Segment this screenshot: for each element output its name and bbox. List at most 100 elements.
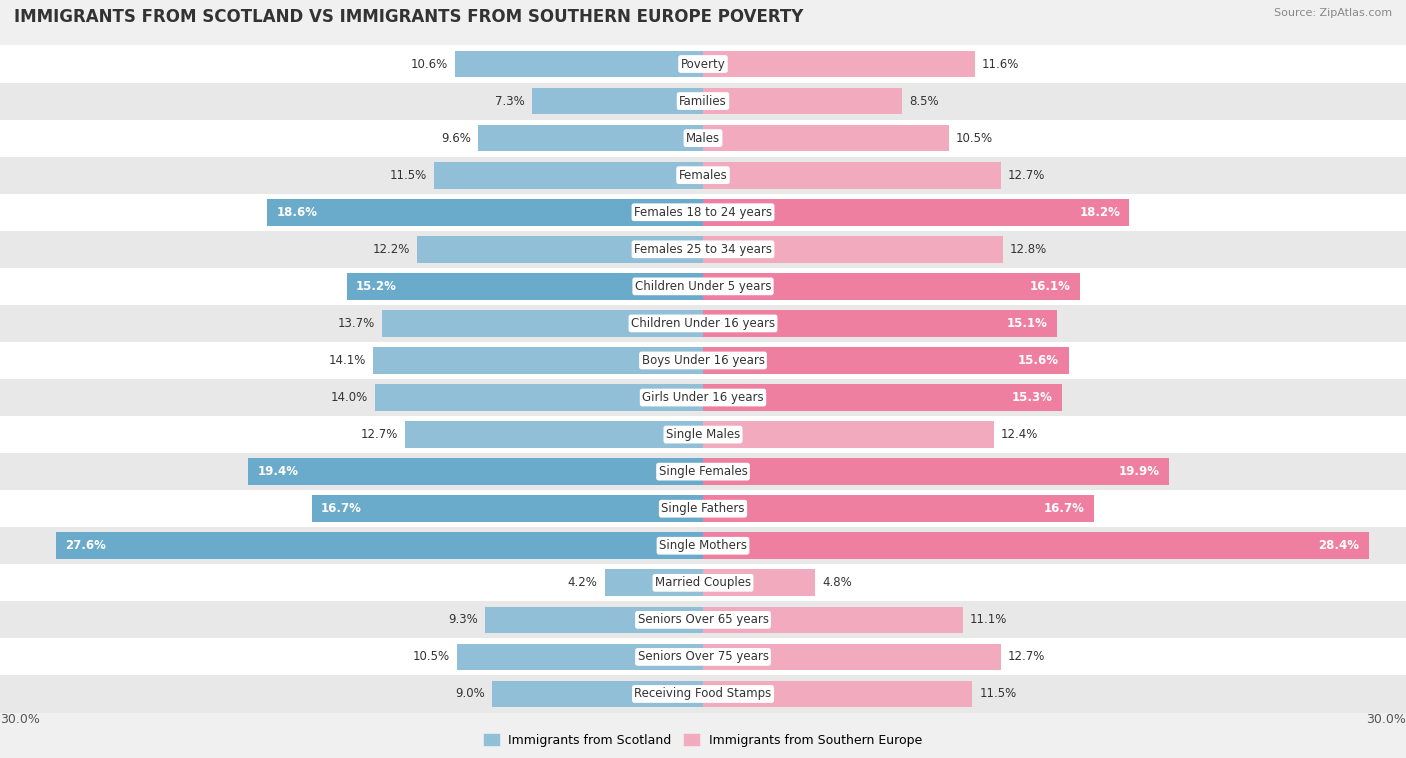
Bar <box>605 569 703 596</box>
Text: Source: ZipAtlas.com: Source: ZipAtlas.com <box>1274 8 1392 17</box>
Text: 14.0%: 14.0% <box>330 391 368 404</box>
Bar <box>478 125 703 152</box>
Bar <box>0 528 1406 564</box>
Bar <box>703 199 1129 226</box>
Text: Poverty: Poverty <box>681 58 725 70</box>
Bar <box>0 416 1406 453</box>
Bar <box>0 157 1406 194</box>
Bar <box>0 194 1406 230</box>
Text: 10.5%: 10.5% <box>956 132 993 145</box>
Bar <box>703 569 815 596</box>
Bar <box>0 83 1406 120</box>
Bar <box>0 230 1406 268</box>
Text: Seniors Over 75 years: Seniors Over 75 years <box>637 650 769 663</box>
Bar <box>703 421 994 448</box>
Bar <box>0 564 1406 601</box>
Bar <box>703 681 973 707</box>
Text: 11.5%: 11.5% <box>389 169 426 182</box>
Bar <box>0 342 1406 379</box>
Bar <box>492 681 703 707</box>
Text: 30.0%: 30.0% <box>0 713 39 726</box>
Bar <box>249 459 703 485</box>
Text: 15.6%: 15.6% <box>1018 354 1059 367</box>
Bar <box>703 236 1002 262</box>
Bar <box>703 459 1170 485</box>
Text: 16.1%: 16.1% <box>1031 280 1071 293</box>
Bar <box>703 347 1069 374</box>
Bar <box>703 384 1062 411</box>
Text: 12.8%: 12.8% <box>1010 243 1047 255</box>
Bar <box>457 644 703 670</box>
Bar <box>433 162 703 189</box>
Text: 30.0%: 30.0% <box>1367 713 1406 726</box>
Text: 18.6%: 18.6% <box>277 205 318 219</box>
Bar <box>347 273 703 299</box>
Text: 12.7%: 12.7% <box>1008 169 1045 182</box>
Text: 12.4%: 12.4% <box>1001 428 1038 441</box>
Bar <box>405 421 703 448</box>
Bar <box>267 199 703 226</box>
Bar <box>454 51 703 77</box>
Bar <box>703 532 1368 559</box>
Bar <box>0 601 1406 638</box>
Bar <box>418 236 703 262</box>
Bar <box>0 45 1406 83</box>
Text: 9.0%: 9.0% <box>456 688 485 700</box>
Bar <box>0 379 1406 416</box>
Bar <box>703 88 903 114</box>
Bar <box>703 606 963 633</box>
Text: Single Females: Single Females <box>658 465 748 478</box>
Text: Boys Under 16 years: Boys Under 16 years <box>641 354 765 367</box>
Text: Single Males: Single Males <box>666 428 740 441</box>
Bar <box>703 51 974 77</box>
Text: IMMIGRANTS FROM SCOTLAND VS IMMIGRANTS FROM SOUTHERN EUROPE POVERTY: IMMIGRANTS FROM SCOTLAND VS IMMIGRANTS F… <box>14 8 803 26</box>
Text: 15.2%: 15.2% <box>356 280 396 293</box>
Bar <box>703 644 1001 670</box>
Bar <box>703 162 1001 189</box>
Text: 18.2%: 18.2% <box>1080 205 1121 219</box>
Text: 12.7%: 12.7% <box>361 428 398 441</box>
Text: 13.7%: 13.7% <box>337 317 375 330</box>
Text: 15.3%: 15.3% <box>1011 391 1052 404</box>
Bar <box>0 675 1406 713</box>
Text: Females 25 to 34 years: Females 25 to 34 years <box>634 243 772 255</box>
Bar <box>0 305 1406 342</box>
Text: Receiving Food Stamps: Receiving Food Stamps <box>634 688 772 700</box>
Bar <box>0 268 1406 305</box>
Text: 9.3%: 9.3% <box>449 613 478 626</box>
Text: Girls Under 16 years: Girls Under 16 years <box>643 391 763 404</box>
Text: 15.1%: 15.1% <box>1007 317 1047 330</box>
Bar <box>703 125 949 152</box>
Text: 11.1%: 11.1% <box>970 613 1008 626</box>
Text: Seniors Over 65 years: Seniors Over 65 years <box>637 613 769 626</box>
Text: Single Mothers: Single Mothers <box>659 539 747 553</box>
Text: 19.4%: 19.4% <box>257 465 298 478</box>
Bar <box>375 384 703 411</box>
Text: 12.2%: 12.2% <box>373 243 411 255</box>
Bar <box>485 606 703 633</box>
Text: 16.7%: 16.7% <box>1045 503 1085 515</box>
Bar <box>0 490 1406 528</box>
Bar <box>0 638 1406 675</box>
Text: 8.5%: 8.5% <box>910 95 939 108</box>
Text: Single Fathers: Single Fathers <box>661 503 745 515</box>
Legend: Immigrants from Scotland, Immigrants from Southern Europe: Immigrants from Scotland, Immigrants fro… <box>478 728 928 752</box>
Text: 10.5%: 10.5% <box>413 650 450 663</box>
Text: 4.2%: 4.2% <box>568 576 598 589</box>
Text: 12.7%: 12.7% <box>1008 650 1045 663</box>
Text: Children Under 5 years: Children Under 5 years <box>634 280 772 293</box>
Text: Females 18 to 24 years: Females 18 to 24 years <box>634 205 772 219</box>
Bar <box>56 532 703 559</box>
Bar <box>531 88 703 114</box>
Bar <box>373 347 703 374</box>
Text: 27.6%: 27.6% <box>66 539 107 553</box>
Text: 16.7%: 16.7% <box>321 503 361 515</box>
Text: Families: Families <box>679 95 727 108</box>
Bar <box>382 310 703 337</box>
Text: 10.6%: 10.6% <box>411 58 447 70</box>
Text: 11.6%: 11.6% <box>981 58 1019 70</box>
Bar <box>0 453 1406 490</box>
Text: 4.8%: 4.8% <box>823 576 852 589</box>
Bar <box>312 496 703 522</box>
Text: Males: Males <box>686 132 720 145</box>
